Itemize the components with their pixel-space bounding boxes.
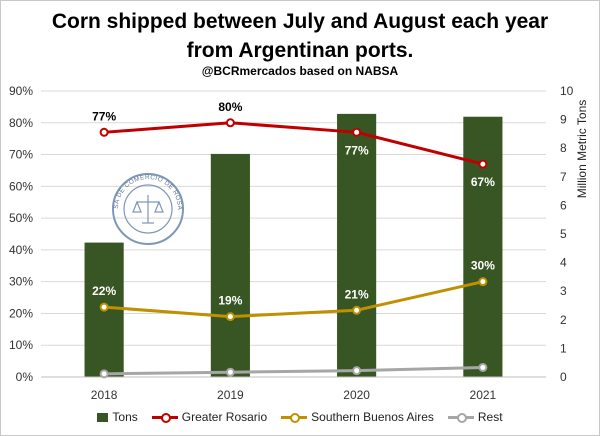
data-label-southern-buenos-aires: 21% (345, 287, 369, 301)
x-tick-label: 2021 (470, 388, 497, 402)
axes: 0% 10% 20% 30% 40% 50% 60% 70% 80% 90% 0 1 2 3 4 5 6 7 8 9 1… (9, 84, 574, 402)
data-label-greater-rosario: 80% (218, 100, 242, 114)
right-tick-label: 8 (560, 141, 567, 155)
bar-series-tons (84, 113, 503, 378)
title-line-2: from Argentinan ports. (186, 39, 414, 62)
point-rest (478, 362, 488, 372)
right-axis-title: Million Metric Tons (575, 100, 589, 198)
left-tick-label: 0% (16, 370, 34, 384)
legend-swatch-greater-rosario (151, 412, 178, 423)
point-southern-buenos-aires (99, 302, 109, 312)
right-tick-label: 2 (560, 313, 567, 327)
point-greater-rosario (225, 118, 235, 128)
point-greater-rosario (478, 159, 488, 169)
point-rest (225, 367, 235, 377)
logo-inner-ring (123, 184, 173, 234)
left-tick-label: 60% (9, 179, 33, 193)
legend-swatch-southern-buenos-aires (281, 412, 308, 423)
data-label-greater-rosario: 67% (471, 175, 495, 189)
line-series (99, 118, 488, 379)
data-label-southern-buenos-aires: 30% (471, 259, 495, 273)
left-tick-label: 40% (9, 243, 33, 257)
right-tick-label: 1 (560, 341, 567, 355)
legend-label-rest: Rest (477, 410, 503, 424)
data-labels: 77% 80% 77% 67% 22% 19% 21% 30% (92, 100, 495, 308)
right-tick-label: 10 (560, 84, 574, 98)
chart-legend: Tons Greater Rosario Southern Buenos Air… (1, 410, 599, 424)
legend-label-tons: Tons (112, 410, 138, 424)
left-tick-label: 90% (9, 84, 33, 98)
right-tick-label: 5 (560, 227, 567, 241)
legend-swatch-rest (447, 412, 474, 423)
legend-label-greater-rosario: Greater Rosario (181, 410, 268, 424)
legend-item-rest[interactable]: Rest (447, 410, 503, 424)
line-southern-buenos-aires (104, 280, 484, 319)
legend-item-southern-buenos-aires[interactable]: Southern Buenos Aires (281, 410, 434, 424)
legend-item-tons[interactable]: Tons (97, 410, 138, 424)
chart-subtitle: @BCRmercados based on NABSA (201, 64, 399, 78)
data-label-greater-rosario: 77% (345, 143, 369, 157)
right-tick-label: 4 (560, 256, 567, 270)
point-rest (352, 366, 362, 376)
x-tick-label: 2018 (91, 388, 118, 402)
data-label-southern-buenos-aires: 22% (92, 284, 116, 298)
line-rest (104, 365, 483, 376)
bar-tons (337, 113, 377, 377)
point-greater-rosario (99, 127, 109, 137)
right-tick-label: 6 (560, 198, 567, 212)
left-tick-label: 10% (9, 338, 33, 352)
point-greater-rosario (352, 127, 362, 137)
legend-swatch-tons (97, 412, 109, 422)
legend-label-southern-buenos-aires: Southern Buenos Aires (311, 410, 434, 424)
right-tick-label: 9 (560, 113, 567, 127)
right-tick-label: 3 (560, 284, 567, 298)
title-line-1: Corn shipped between July and August eac… (51, 10, 549, 33)
x-tick-label: 2020 (343, 388, 370, 402)
left-tick-label: 70% (9, 148, 33, 162)
point-southern-buenos-aires (225, 312, 235, 322)
chart-title: Corn shipped between July and August eac… (1, 7, 599, 65)
left-tick-label: 80% (9, 116, 33, 130)
data-label-southern-buenos-aires: 19% (218, 294, 242, 308)
logo-scale-icon (132, 195, 164, 224)
left-tick-label: 20% (9, 306, 33, 320)
left-tick-label: 50% (9, 211, 33, 225)
legend-item-greater-rosario[interactable]: Greater Rosario (151, 410, 268, 424)
logo-outer-ring (112, 173, 184, 245)
x-tick-label: 2019 (217, 388, 244, 402)
line-greater-rosario (104, 121, 484, 166)
right-tick-label: 7 (560, 170, 567, 184)
point-rest (99, 369, 109, 379)
right-tick-label: 0 (560, 370, 567, 384)
left-tick-label: 30% (9, 275, 33, 289)
bar-tons (463, 116, 503, 378)
point-southern-buenos-aires (478, 277, 488, 287)
data-label-greater-rosario: 77% (92, 109, 116, 123)
bar-tons (210, 153, 250, 377)
point-southern-buenos-aires (352, 305, 362, 315)
